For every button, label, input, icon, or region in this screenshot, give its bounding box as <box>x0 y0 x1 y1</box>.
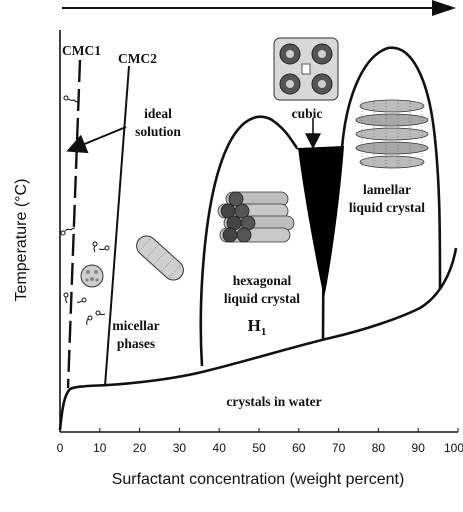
x-tick-label-40: 40 <box>213 441 227 455</box>
crystals-in-water-label: crystals in water <box>226 394 321 409</box>
surfactant-molecule-icon <box>92 241 98 253</box>
x-axis-ticks <box>59 428 459 432</box>
x-tick-label-70: 70 <box>332 441 346 455</box>
surfactant-molecule-icon <box>86 315 93 326</box>
h1-subscript: 1 <box>261 326 267 338</box>
x-tick-label-50: 50 <box>252 441 266 455</box>
x-axis-title: Surfactant concentration (weight percent… <box>112 471 405 488</box>
cmc1-label: CMC1 <box>62 43 101 58</box>
surfactant-molecule-icon <box>76 297 87 303</box>
x-tick-label-20: 20 <box>133 441 147 455</box>
ideal-solution-arrow <box>66 126 127 154</box>
cmc2-boundary-line <box>104 65 130 387</box>
cmc1-boundary-line <box>66 59 82 389</box>
hexagonal-label-line2: liquid crystal <box>224 291 300 306</box>
y-axis-title: Temperature (°C) <box>13 179 30 302</box>
ideal-solution-label-line2: solution <box>135 124 181 139</box>
top-direction-arrow <box>62 0 456 16</box>
cubic-phase-region <box>298 146 344 298</box>
hexagonal-label-line1: hexagonal <box>233 273 292 288</box>
cubic-structure-icon <box>273 37 339 101</box>
micellar-label-line1: micellar <box>112 318 159 333</box>
lamellar-phase-boundary <box>340 46 442 291</box>
surfactant-molecule-icon <box>95 310 106 316</box>
cmc2-label: CMC2 <box>118 51 157 66</box>
surfactant-molecule-icon <box>98 245 110 251</box>
surfactant-molecule-icons <box>60 95 110 326</box>
x-tick-label-10: 10 <box>93 441 107 455</box>
x-tick-label-30: 30 <box>173 441 187 455</box>
x-tick-label-0: 0 <box>57 441 64 455</box>
lamellar-label-line1: lamellar <box>363 182 411 197</box>
lamellar-label-line2: liquid crystal <box>349 200 425 215</box>
x-axis-tick-labels: 0 10 20 30 40 50 60 70 80 90 100 <box>57 441 463 455</box>
x-tick-label-90: 90 <box>412 441 426 455</box>
ideal-solution-label-line1: ideal <box>144 106 172 121</box>
x-tick-label-100: 100 <box>444 441 463 455</box>
spherical-micelle-icon <box>80 264 104 288</box>
lamellar-structure-icon <box>355 99 429 169</box>
hexagonal-structure-icon <box>217 191 295 243</box>
x-tick-label-80: 80 <box>372 441 386 455</box>
crystal-boundary-curve <box>58 247 458 431</box>
h1-phase-label: H1 <box>248 316 267 338</box>
surfactant-molecule-icon <box>63 95 79 103</box>
x-tick-label-60: 60 <box>292 441 306 455</box>
micellar-label-line2: phases <box>117 336 155 351</box>
surfactant-molecule-icon <box>63 292 69 304</box>
rod-micelle-icon <box>136 235 184 281</box>
surfactant-molecule-icon <box>60 227 76 236</box>
h1-main: H <box>248 316 261 335</box>
hexagonal-phase-boundary <box>199 115 300 367</box>
cubic-label: cubic <box>292 106 323 121</box>
